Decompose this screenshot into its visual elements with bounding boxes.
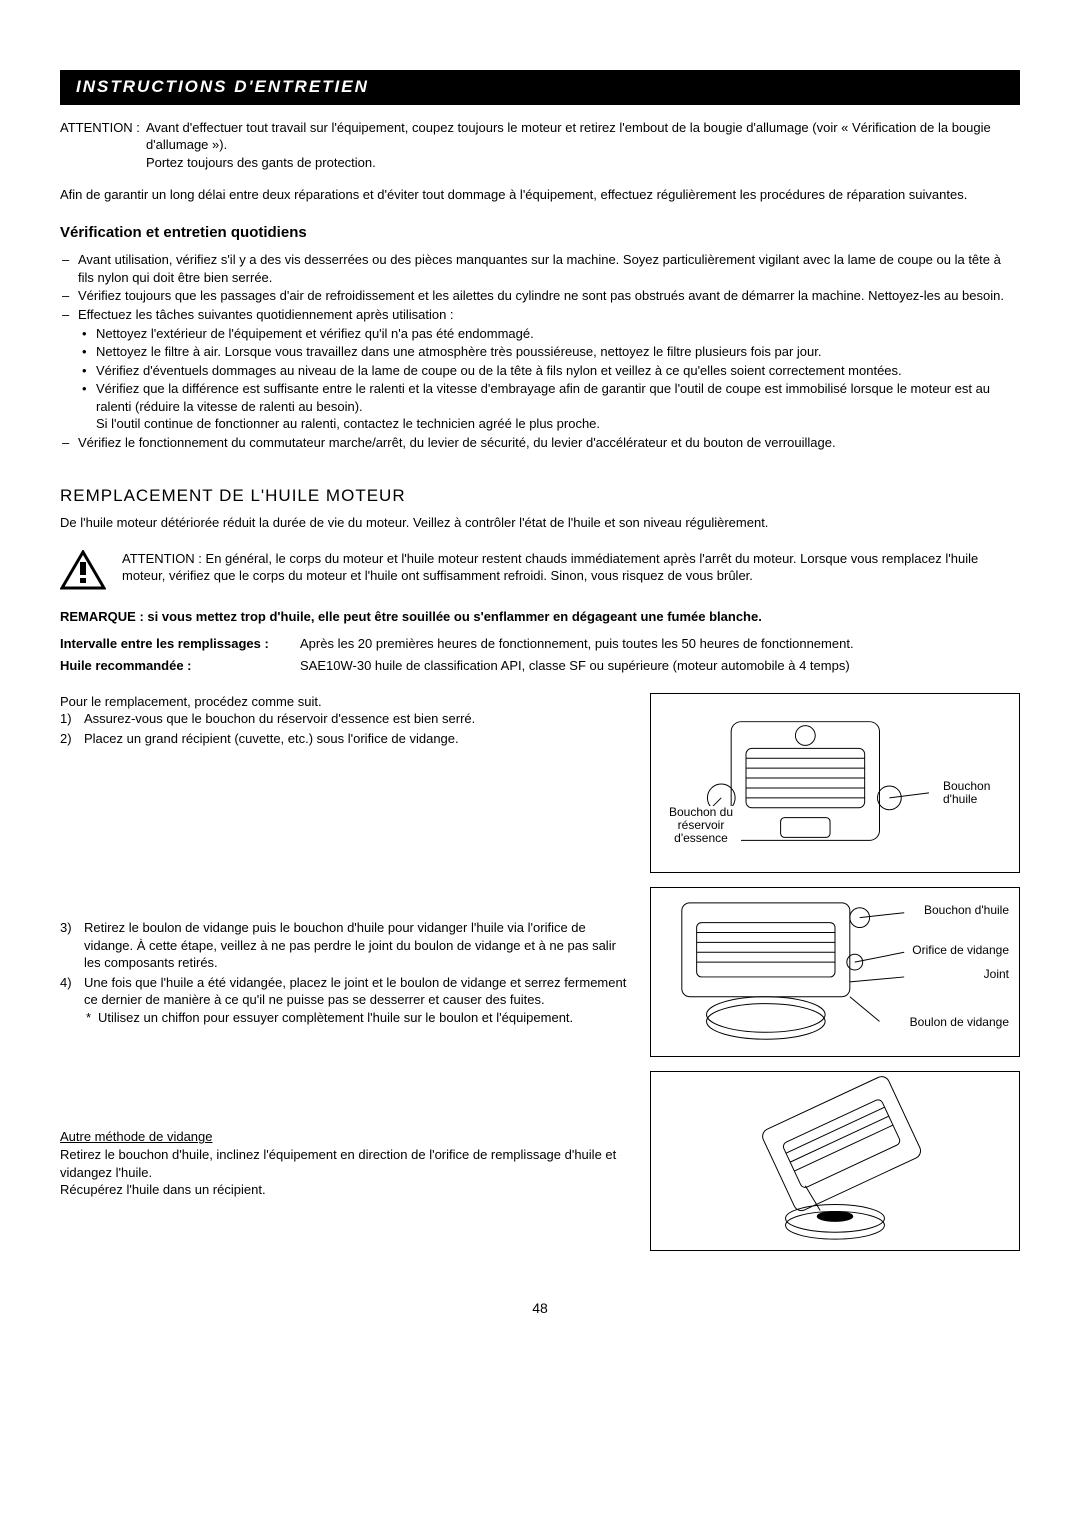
- attention-block: ATTENTION : Avant d'effectuer tout trava…: [60, 119, 1020, 172]
- fig2-label-4: Boulon de vidange: [908, 1016, 1011, 1029]
- step-note: Utilisez un chiffon pour essuyer complèt…: [84, 1009, 630, 1027]
- spec-value: SAE10W-30 huile de classification API, c…: [300, 657, 850, 675]
- section-banner: INSTRUCTIONS D'ENTRETIEN: [60, 70, 1020, 105]
- procedure-intro: Pour le remplacement, procédez comme sui…: [60, 693, 630, 711]
- daily-subitem-tail: Si l'outil continue de fonctionner au ra…: [96, 415, 1020, 433]
- spec-row: Huile recommandée : SAE10W-30 huile de c…: [60, 657, 1020, 675]
- fig1-label-right: Bouchon d'huile: [941, 780, 1011, 806]
- attention-text: Avant d'effectuer tout travail sur l'équ…: [146, 119, 1020, 172]
- warning-text: ATTENTION : En général, le corps du mote…: [122, 550, 1020, 585]
- figure-3: [650, 1071, 1020, 1251]
- daily-heading: Vérification et entretien quotidiens: [60, 223, 1020, 243]
- figure-1: Bouchon du réservoir d'essence Bouchon d…: [650, 693, 1020, 873]
- remark: REMARQUE : si vous mettez trop d'huile, …: [60, 608, 1020, 626]
- spec-label: Intervalle entre les remplissages :: [60, 635, 300, 653]
- steps-a: Assurez-vous que le bouchon du réservoir…: [60, 710, 630, 747]
- intro-paragraph: Afin de garantir un long délai entre deu…: [60, 186, 1020, 204]
- oil-heading: REMPLACEMENT DE L'HUILE MOTEUR: [60, 485, 1020, 508]
- daily-item: Avant utilisation, vérifiez s'il y a des…: [60, 251, 1020, 286]
- daily-list: Avant utilisation, vérifiez s'il y a des…: [60, 251, 1020, 451]
- daily-item: Vérifiez toujours que les passages d'air…: [60, 287, 1020, 305]
- two-column-section: Pour le remplacement, procédez comme sui…: [60, 693, 1020, 1265]
- step: Une fois que l'huile a été vidangée, pla…: [60, 974, 630, 1027]
- daily-sublist: Nettoyez l'extérieur de l'équipement et …: [78, 325, 1020, 433]
- spec-label: Huile recommandée :: [60, 657, 300, 675]
- daily-subitem: Vérifiez que la différence est suffisant…: [78, 380, 1020, 433]
- attention-label: ATTENTION :: [60, 119, 146, 172]
- step-text: Une fois que l'huile a été vidangée, pla…: [84, 975, 626, 1008]
- alt-text-1: Retirez le bouchon d'huile, inclinez l'é…: [60, 1146, 630, 1181]
- figure-2: Bouchon d'huile Orifice de vidange Joint…: [650, 887, 1020, 1057]
- steps-b: Retirez le boulon de vidange puis le bou…: [60, 919, 630, 1026]
- fig2-label-2: Orifice de vidange: [910, 944, 1011, 957]
- daily-item: Effectuez les tâches suivantes quotidien…: [60, 306, 1020, 433]
- fig2-label-1: Bouchon d'huile: [922, 904, 1011, 917]
- daily-subitem-text: Vérifiez que la différence est suffisant…: [96, 381, 990, 414]
- alt-text-2: Récupérez l'huile dans un récipient.: [60, 1181, 630, 1199]
- daily-item: Vérifiez le fonctionnement du commutateu…: [60, 434, 1020, 452]
- page-number: 48: [60, 1299, 1020, 1318]
- left-column: Pour le remplacement, procédez comme sui…: [60, 693, 630, 1199]
- right-column: Bouchon du réservoir d'essence Bouchon d…: [650, 693, 1020, 1265]
- step: Retirez le boulon de vidange puis le bou…: [60, 919, 630, 972]
- spec-row: Intervalle entre les remplissages : Aprè…: [60, 635, 1020, 653]
- warning-icon: [60, 550, 106, 590]
- daily-subitem: Nettoyez l'extérieur de l'équipement et …: [78, 325, 1020, 343]
- fig2-label-3: Joint: [982, 968, 1011, 981]
- daily-subitem: Nettoyez le filtre à air. Lorsque vous t…: [78, 343, 1020, 361]
- attention-line-1: Avant d'effectuer tout travail sur l'équ…: [146, 119, 1020, 154]
- warning-row: ATTENTION : En général, le corps du mote…: [60, 550, 1020, 590]
- attention-line-2: Portez toujours des gants de protection.: [146, 154, 1020, 172]
- oil-intro: De l'huile moteur détériorée réduit la d…: [60, 514, 1020, 532]
- fig1-label-left: Bouchon du réservoir d'essence: [661, 806, 741, 846]
- step: Assurez-vous que le bouchon du réservoir…: [60, 710, 630, 728]
- spec-value: Après les 20 premières heures de fonctio…: [300, 635, 854, 653]
- daily-item-text: Effectuez les tâches suivantes quotidien…: [78, 307, 454, 322]
- alt-heading: Autre méthode de vidange: [60, 1128, 630, 1146]
- spec-table: Intervalle entre les remplissages : Aprè…: [60, 635, 1020, 674]
- daily-subitem: Vérifiez d'éventuels dommages au niveau …: [78, 362, 1020, 380]
- step: Placez un grand récipient (cuvette, etc.…: [60, 730, 630, 748]
